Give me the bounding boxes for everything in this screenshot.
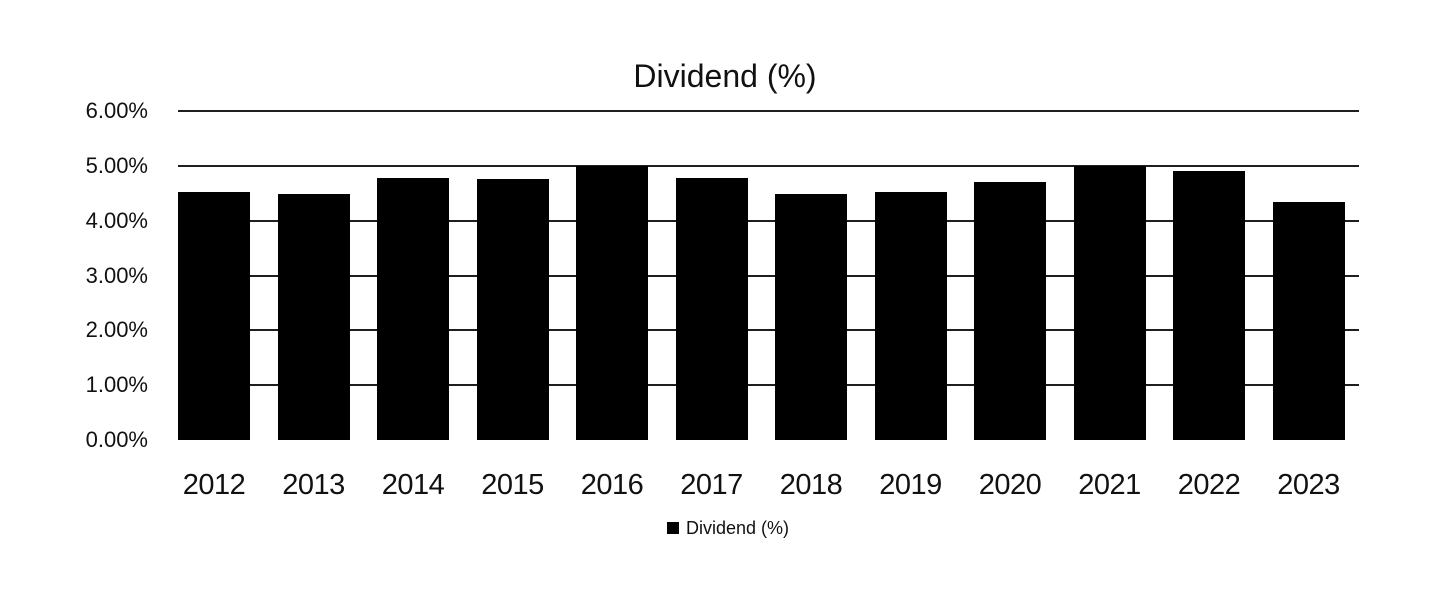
plot-area <box>178 110 1359 440</box>
y-tick-label: 2.00% <box>85 317 148 343</box>
gridline-6pct <box>178 110 1359 112</box>
x-tick-label-2012: 2012 <box>182 469 246 501</box>
bar-2022 <box>1173 171 1245 440</box>
y-tick-label: 4.00% <box>85 207 148 233</box>
x-tick-label-2019: 2019 <box>879 469 942 501</box>
y-tick-label: 0.00% <box>85 427 148 452</box>
gridline-1pct <box>178 384 1359 387</box>
y-axis: 0.00% 1.00% 2.00% 3.00% 4.00% 5.00% 6.00% <box>55 0 148 604</box>
x-tick-label-2015: 2015 <box>481 469 544 501</box>
y-tick-label: 1.00% <box>85 372 148 398</box>
bar-2020 <box>974 181 1046 440</box>
legend-series-swatch-icon <box>666 522 679 534</box>
gridline-2pct <box>178 329 1359 332</box>
bar-2017 <box>675 178 748 440</box>
x-tick-label-2023: 2023 <box>1277 469 1340 501</box>
x-tick-label-2020: 2020 <box>978 469 1042 501</box>
x-tick-label-2018: 2018 <box>779 469 843 501</box>
bar-2015 <box>476 179 549 440</box>
bar-2018 <box>775 194 847 440</box>
y-tick-label: 3.00% <box>85 262 148 288</box>
gridline-3pct <box>178 274 1359 277</box>
bar-2012 <box>178 191 250 440</box>
chart-title: Dividend (%) <box>633 58 817 94</box>
y-tick-label: 6.00% <box>85 98 148 123</box>
x-axis: 2012 2013 2014 2015 2016 2017 2018 2019 2020 2021… <box>178 468 1359 508</box>
bar-2016 <box>576 165 648 440</box>
x-tick-label-2013: 2013 <box>282 469 345 501</box>
y-tick-label: 5.00% <box>85 152 148 178</box>
gridline-5pct <box>178 164 1359 167</box>
gridline-4pct <box>178 219 1359 222</box>
legend: Dividend (%) <box>0 518 1456 538</box>
x-tick-label-2022: 2022 <box>1177 469 1241 501</box>
x-tick-label-2021: 2021 <box>1078 469 1141 501</box>
x-tick-label-2014: 2014 <box>381 469 445 501</box>
bar-2013 <box>277 193 350 440</box>
legend-series-label: Dividend (%) <box>685 518 790 538</box>
bar-2014 <box>377 177 449 440</box>
x-tick-label-2017: 2017 <box>680 469 743 501</box>
bar-2021 <box>1073 165 1146 440</box>
x-tick-label-2016: 2016 <box>580 469 644 501</box>
bar-2023 <box>1272 202 1345 440</box>
bar-2019 <box>874 192 947 440</box>
